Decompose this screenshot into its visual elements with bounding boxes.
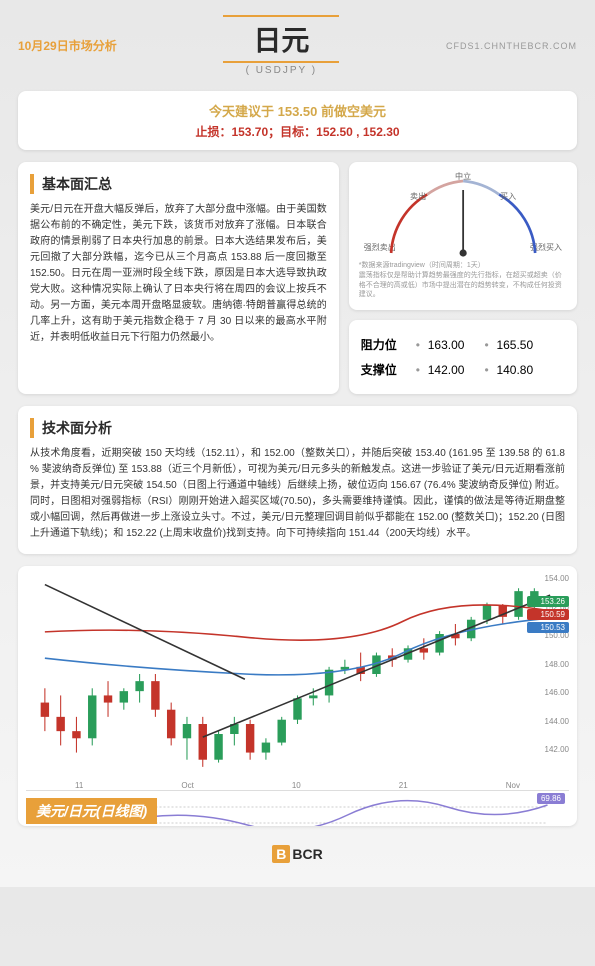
- gauge-note: *数据来源tradingview（时间周期：1天） 震荡指标仅是帮助计算趋势最强…: [359, 261, 567, 300]
- price-tags: 153.26150.59150.53: [527, 596, 569, 635]
- fundamental-box: 基本面汇总 美元/日元在开盘大幅反弹后，放弃了大部分盘中涨幅。由于美国数据公布前…: [18, 162, 339, 394]
- footer: BBCRBCR: [18, 838, 577, 872]
- recommendation-box: 今天建议于 153.50 前做空美元 止损：153.70；目标：152.50 ,…: [18, 91, 577, 150]
- levels-box: 阻力位 163.00 165.50 支撑位 142.00 140.80: [349, 320, 577, 394]
- title-wrap: 日元 ( USDJPY ): [117, 15, 446, 76]
- svg-text:买入: 买入: [500, 192, 516, 201]
- footer-logo: BBCRBCR: [272, 846, 322, 862]
- date-label: 10月29日市场分析: [18, 37, 117, 54]
- reco-main: 今天建议于 153.50 前做空美元: [28, 101, 567, 120]
- x-axis: 11Oct1021Nov: [26, 781, 569, 790]
- svg-text:中立: 中立: [455, 172, 471, 181]
- fundamental-title: 基本面汇总: [30, 174, 327, 194]
- gauge-box: 中立 卖出 买入 强烈卖出 强烈买入 *数据来源tradingview（时间周期…: [349, 162, 577, 310]
- support-v1: 142.00: [416, 363, 465, 377]
- technical-box: 技术面分析 从技术角度看，近期突破 150 天均线（152.11），和 152.…: [18, 406, 577, 554]
- rsi-value: 69.86: [537, 793, 565, 804]
- page-subtitle: ( USDJPY ): [117, 65, 446, 76]
- resistance-row: 阻力位 163.00 165.50: [361, 332, 565, 357]
- technical-text: 从技术角度看，近期突破 150 天均线（152.11），和 152.00（整数关…: [30, 446, 565, 542]
- support-label: 支撑位: [361, 361, 416, 378]
- page-title: 日元: [223, 15, 339, 63]
- support-v2: 140.80: [484, 363, 533, 377]
- chart-title: 美元/日元(日线图): [26, 798, 157, 824]
- technical-title: 技术面分析: [30, 418, 565, 438]
- fundamental-text: 美元/日元在开盘大幅反弹后，放弃了大部分盘中涨幅。由于美国数据公布前的不确定性，…: [30, 202, 327, 346]
- resistance-v1: 163.00: [416, 338, 465, 352]
- site-url: CFDS1.CHNTHEBCR.COM: [446, 41, 577, 51]
- resistance-label: 阻力位: [361, 336, 416, 353]
- svg-text:卖出: 卖出: [410, 191, 426, 201]
- header: 10月29日市场分析 日元 ( USDJPY ) CFDS1.CHNTHEBCR…: [18, 15, 577, 76]
- support-row: 支撑位 142.00 140.80: [361, 357, 565, 382]
- reco-levels: 止损：153.70；目标：152.50 , 152.30: [28, 123, 567, 140]
- resistance-v2: 165.50: [484, 338, 533, 352]
- sentiment-gauge: 中立 卖出 买入: [359, 172, 567, 262]
- price-chart: [26, 574, 569, 774]
- chart-box: 154.00152.00150.00148.00146.00144.00142.…: [18, 566, 577, 826]
